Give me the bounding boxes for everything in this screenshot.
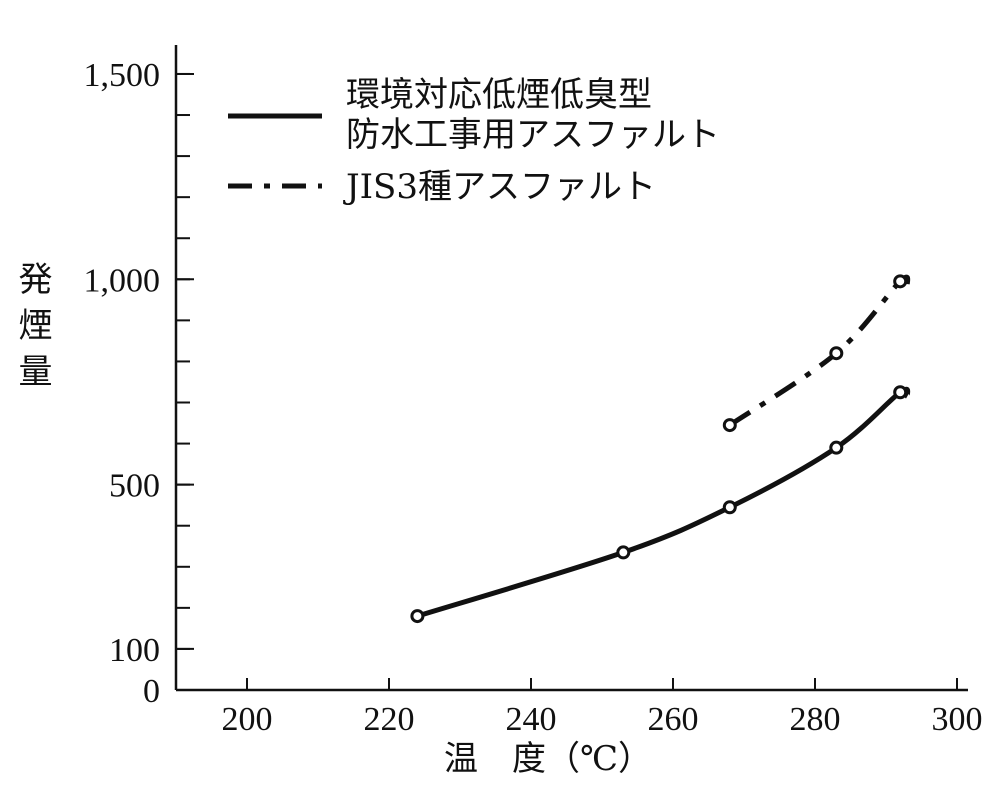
y-axis-title: 発煙量 — [12, 261, 52, 399]
x-tick-label: 200 — [222, 701, 273, 738]
legend-label-line-1: 環境対応低煙低臭型 — [346, 75, 652, 115]
y-tick-label: 0 — [143, 673, 160, 710]
y-tick-label: 1,500 — [84, 57, 161, 94]
data-point — [616, 545, 631, 560]
data-point — [410, 609, 425, 624]
data-point — [829, 346, 844, 361]
points-layer — [410, 274, 908, 624]
x-tick-label: 300 — [932, 701, 983, 738]
legend-label-jis3: JIS3種アスファルト — [343, 167, 656, 207]
y-tick-label: 1,000 — [84, 262, 161, 299]
data-point — [722, 418, 737, 433]
y-tick-label: 500 — [109, 468, 160, 505]
series-line-jis3 — [728, 274, 911, 428]
x-tick-label: 260 — [648, 701, 699, 738]
x-tick-label: 280 — [790, 701, 841, 738]
data-point — [829, 440, 844, 455]
x-axis-title: 温 度（℃） — [444, 739, 652, 779]
data-point — [893, 385, 908, 400]
y-minor-ticks — [176, 72, 190, 650]
y-ticks: 0 100 500 1,000 1,500 — [84, 57, 194, 710]
x-tick-label: 220 — [364, 701, 415, 738]
legend-label-line-2: 防水工事用アスファルト — [346, 115, 720, 155]
x-ticks: 200 220 240 260 280 300 — [222, 678, 983, 738]
data-point — [893, 274, 908, 289]
y-tick-label: 100 — [109, 632, 160, 669]
series-line-low-smoke — [416, 386, 911, 619]
legend: 環境対応低煙低臭型 防水工事用アスファルト JIS3種アスファルト — [228, 75, 720, 207]
axes — [174, 45, 968, 692]
x-tick-label: 240 — [506, 701, 557, 738]
data-point — [722, 500, 737, 515]
